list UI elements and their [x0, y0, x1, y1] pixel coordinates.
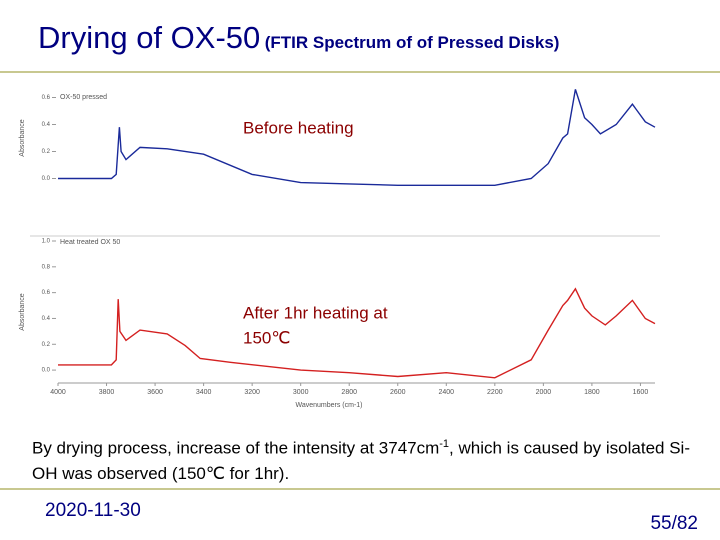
x-tick-label: 1600 [633, 389, 649, 396]
subtitle: (FTIR Spectrum of of Pressed Disks) [264, 33, 560, 52]
title-rule [0, 71, 720, 73]
legend-label: Heat treated OX 50 [60, 239, 120, 246]
chart: 0.6 0.4 0.2 0.0 Absorbance OX-50 pressed Befor… [19, 89, 660, 409]
y-tick-label: 0.4 [42, 122, 51, 128]
x-tick-label: 2000 [536, 389, 552, 396]
x-tick-label: 3400 [196, 389, 212, 396]
x-tick-label: 2600 [390, 389, 406, 396]
title-line: Drying of OX-50 (FTIR Spectrum of of Pre… [38, 20, 559, 56]
y-tick-label: 0.0 [42, 368, 51, 374]
spectrum-line [58, 287, 656, 379]
y-tick-label: 1.0 [42, 239, 51, 245]
y-tick-label: 0.2 [42, 342, 51, 348]
x-tick-label: 3200 [244, 389, 260, 396]
annotation: Before heating [243, 118, 354, 137]
footer-rule [0, 488, 720, 490]
date: 2020-11-30 [45, 500, 141, 521]
x-tick-label: 3600 [147, 389, 163, 396]
body-text: By drying process, increase of the inten… [32, 432, 692, 486]
y-tick-label: 0.0 [42, 176, 51, 182]
y-tick-label: 0.6 [42, 290, 51, 296]
x-tick-label: 1800 [584, 389, 600, 396]
legend-label: OX-50 pressed [60, 94, 107, 101]
y-tick-label: 0.4 [42, 316, 51, 322]
annotation: 150℃ [243, 328, 290, 347]
annotation: After 1hr heating at [243, 303, 388, 322]
title: Drying of OX-50 [38, 20, 261, 55]
x-tick-label: 3000 [293, 389, 309, 396]
y-axis-label: Absorbance [19, 293, 26, 330]
body-part: , which is caused by isolated Si-OH was … [32, 438, 690, 483]
page-number: 55/82 [650, 513, 698, 534]
y-tick-label: 0.8 [42, 264, 51, 270]
y-tick-label: 0.2 [42, 149, 51, 155]
body-part: By drying process, increase of the inten… [32, 438, 440, 458]
x-tick-label: 2200 [487, 389, 503, 396]
y-axis-label: Absorbance [19, 119, 26, 156]
x-axis-label: Wavenumbers (cm-1) [295, 402, 362, 409]
body-sup: -1 [439, 438, 450, 450]
spectrum-line [58, 89, 656, 186]
y-tick-label: 0.6 [42, 95, 51, 101]
x-tick-label: 2400 [439, 389, 455, 396]
x-tick-label: 3800 [99, 389, 115, 396]
x-tick-label: 4000 [50, 389, 66, 396]
x-tick-label: 2800 [341, 389, 357, 396]
